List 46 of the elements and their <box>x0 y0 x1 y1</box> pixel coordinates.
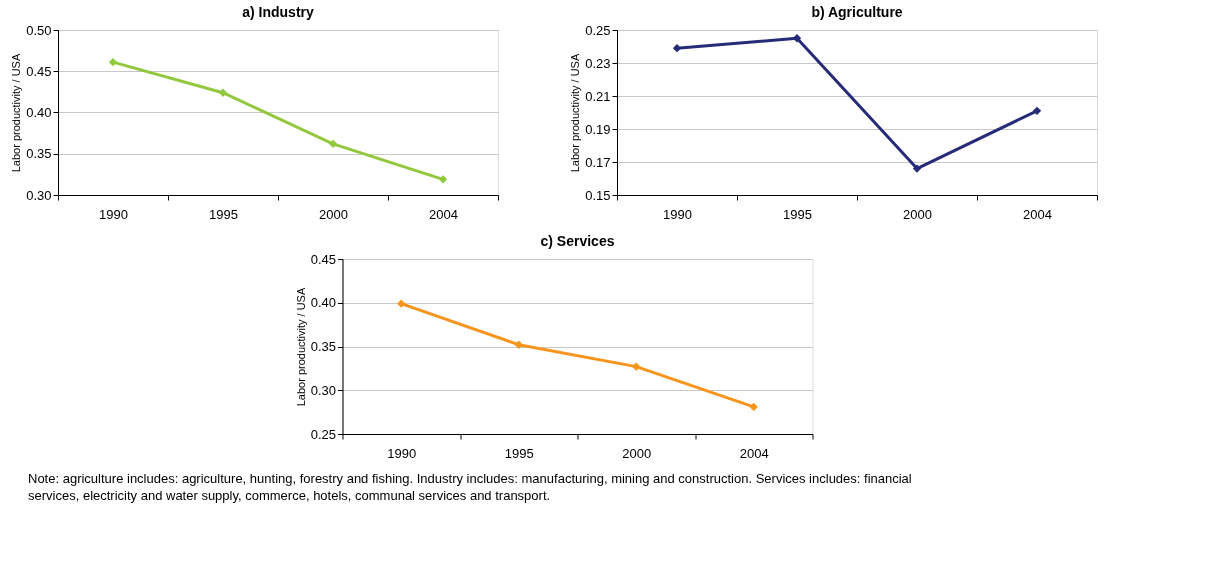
y-tick-label: 0.23 <box>585 55 611 71</box>
y-tick-label: 0.45 <box>26 63 52 79</box>
x-tick-label: 1995 <box>209 206 238 222</box>
y-tick-label: 0.40 <box>26 105 52 120</box>
x-tick-label: 2000 <box>903 206 932 222</box>
y-tick-label: 0.19 <box>585 121 611 137</box>
chart-title: c) Services <box>540 233 615 249</box>
x-tick-label: 2004 <box>1023 206 1052 222</box>
y-tick-label: 0.17 <box>585 154 611 170</box>
y-tick-label: 0.25 <box>310 426 336 442</box>
text: Note: agriculture includes: agriculture, hunting, forestry and fishing. Industry includes: manufacturing, mining and construction. Services includes: financial services, electricity and water supply, commerce, hotels, communal services and transport. <box>28 471 912 503</box>
y-tick-label: 0.35 <box>310 339 336 354</box>
point <box>328 139 338 149</box>
point <box>218 88 228 97</box>
y-tick-label: 0.40 <box>310 295 336 311</box>
y-tick-label: 0.50 <box>26 22 52 38</box>
y-axis-title: Labor productivity / USA <box>569 53 582 173</box>
y-tick-label: 0.21 <box>585 88 611 104</box>
x-tick-label: 1995 <box>504 445 534 461</box>
x-tick-label: 2000 <box>319 206 348 222</box>
chart-title: a) Industry <box>242 4 314 20</box>
point <box>632 362 641 371</box>
x-tick-label: 1990 <box>99 206 128 222</box>
x-tick-label: 1995 <box>783 206 812 222</box>
point <box>749 402 758 412</box>
point <box>912 164 922 173</box>
point <box>397 299 406 308</box>
x-tick-label: 1990 <box>663 206 692 222</box>
point <box>1032 106 1042 116</box>
point <box>514 340 523 349</box>
y-tick-label: 0.30 <box>26 187 52 203</box>
y-axis-title: Labor productivity / USA <box>294 287 307 407</box>
y-tick-label: 0.30 <box>310 382 336 398</box>
x-tick-label: 2004 <box>739 445 769 461</box>
x-tick-label: 2004 <box>429 206 458 222</box>
y-tick-label: 0.15 <box>585 187 611 203</box>
x-tick-label: 1990 <box>387 445 417 461</box>
y-tick-label: 0.45 <box>310 251 336 267</box>
y-axis-title: Labor productivity / USA <box>10 53 23 173</box>
x-tick-label: 2000 <box>622 445 652 461</box>
point <box>108 57 118 67</box>
y-tick-label: 0.25 <box>585 22 611 38</box>
point <box>438 175 448 184</box>
y-tick-label: 0.35 <box>26 146 52 162</box>
chart-title: b) Agriculture <box>811 4 903 20</box>
point <box>672 43 682 53</box>
